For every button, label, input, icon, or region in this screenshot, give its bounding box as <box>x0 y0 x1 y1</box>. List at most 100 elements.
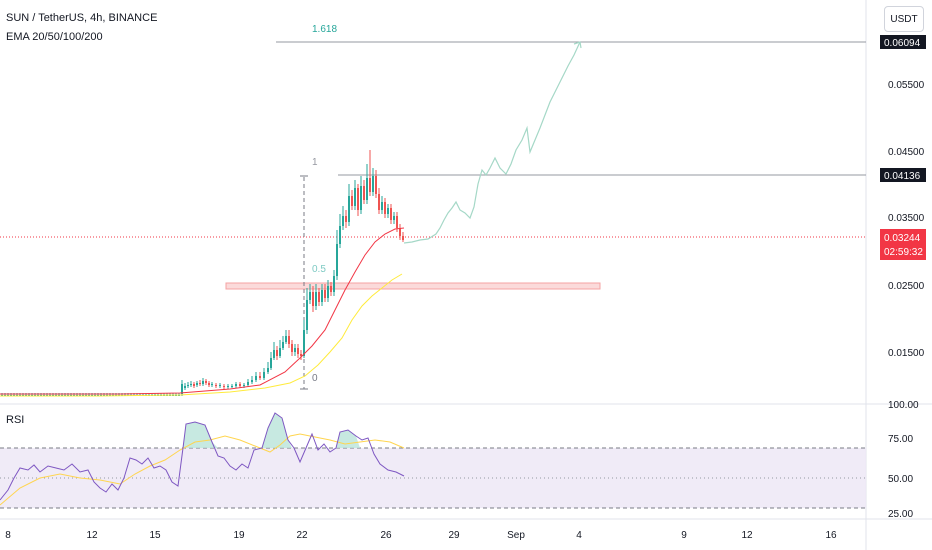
candle-body[interactable] <box>372 176 374 192</box>
ema-20-line[interactable] <box>0 227 405 395</box>
candle-body[interactable] <box>259 376 261 378</box>
candle-body[interactable] <box>363 186 365 200</box>
candle-body[interactable] <box>387 208 389 214</box>
resistance-level-tag-text: 0.04136 <box>884 171 921 182</box>
candle-body[interactable] <box>384 202 386 214</box>
candle-body[interactable] <box>181 384 183 394</box>
candle-body[interactable] <box>184 386 186 388</box>
candle-body[interactable] <box>263 372 265 378</box>
candle-body[interactable] <box>297 348 299 354</box>
time-tick: 15 <box>149 530 161 541</box>
price-tick: 0.04500 <box>888 147 925 158</box>
candle-body[interactable] <box>270 358 272 368</box>
candle-body[interactable] <box>366 178 368 200</box>
candle-body[interactable] <box>360 186 362 210</box>
last-price-tag-text: 0.03244 <box>884 233 921 244</box>
candle-body[interactable] <box>199 383 201 384</box>
candle-body[interactable] <box>333 276 335 292</box>
candle-body[interactable] <box>294 348 296 352</box>
candle-body[interactable] <box>324 290 326 298</box>
candle-body[interactable] <box>318 292 320 302</box>
candle-body[interactable] <box>339 226 341 244</box>
candle-body[interactable] <box>351 196 353 206</box>
time-tick: 12 <box>86 530 98 541</box>
rsi-overbought-fill-1 <box>183 422 218 448</box>
symbol-legend[interactable]: SUN / TetherUS, 4h, BINANCE <box>6 12 158 24</box>
candle-body[interactable] <box>345 216 347 222</box>
time-tick: 4 <box>576 530 582 541</box>
candle-body[interactable] <box>321 290 323 302</box>
candlestick-series[interactable] <box>1 150 404 396</box>
candle-body[interactable] <box>215 385 217 386</box>
candle-body[interactable] <box>309 292 311 300</box>
candle-body[interactable] <box>205 381 207 383</box>
candle-body[interactable] <box>285 336 287 342</box>
candle-body[interactable] <box>396 216 398 228</box>
candle-body[interactable] <box>251 380 253 382</box>
projection-arrow-head <box>573 41 582 49</box>
candle-body[interactable] <box>399 228 401 236</box>
candle-body[interactable] <box>273 350 275 358</box>
resistance-level-tag <box>880 168 926 182</box>
candle-body[interactable] <box>247 382 249 385</box>
candle-body[interactable] <box>315 292 317 306</box>
candle-body[interactable] <box>348 196 350 222</box>
candle-body[interactable] <box>235 384 237 386</box>
candle-body[interactable] <box>354 188 356 206</box>
price-tick: 0.01500 <box>888 348 925 359</box>
candle-body[interactable] <box>378 194 380 210</box>
candle-body[interactable] <box>267 368 269 372</box>
candle-body[interactable] <box>390 208 392 220</box>
target-level-tag-text: 0.06094 <box>884 38 921 49</box>
rsi-line[interactable] <box>0 412 405 501</box>
projection-path[interactable] <box>403 41 581 244</box>
candle-body[interactable] <box>288 336 290 344</box>
candle-body[interactable] <box>255 376 257 380</box>
candle-body[interactable] <box>357 188 359 210</box>
currency-selector-button[interactable]: USDT <box>884 6 924 32</box>
rsi-axis[interactable]: 100.00 75.00 50.00 25.00 <box>888 400 919 520</box>
ema-50-line[interactable] <box>0 273 403 397</box>
candle-body[interactable] <box>291 344 293 352</box>
candle-body[interactable] <box>336 244 338 276</box>
candle-body[interactable] <box>300 354 302 356</box>
candle-body[interactable] <box>239 384 241 386</box>
rsi-ma-line[interactable] <box>0 433 405 506</box>
candle-body[interactable] <box>327 286 329 298</box>
candle-body[interactable] <box>369 178 371 192</box>
candle-body[interactable] <box>227 386 229 387</box>
candle-body[interactable] <box>243 385 245 386</box>
rsi-legend[interactable]: RSI <box>6 414 25 426</box>
price-axis[interactable]: 0.05500 0.04500 0.03500 0.02500 0.01500 <box>888 80 925 359</box>
candle-body[interactable] <box>202 381 204 384</box>
candle-body[interactable] <box>187 385 189 386</box>
indicator-legend[interactable]: EMA 20/50/100/200 <box>6 31 103 43</box>
support-zone-rectangle[interactable] <box>225 282 601 290</box>
candle-body[interactable] <box>211 384 213 385</box>
time-axis[interactable]: 8 12 15 19 22 26 29 Sep 4 9 12 16 <box>5 530 837 541</box>
candle-body[interactable] <box>312 292 314 306</box>
rsi-overbought-fill-2 <box>262 413 292 448</box>
candle-body[interactable] <box>190 384 192 385</box>
candle-body[interactable] <box>381 202 383 210</box>
price-tick: 0.02500 <box>888 281 925 292</box>
candle-body[interactable] <box>279 348 281 356</box>
rsi-tick: 50.00 <box>888 474 913 485</box>
candle-body[interactable] <box>196 383 198 385</box>
candle-body[interactable] <box>402 236 404 240</box>
candle-body[interactable] <box>208 383 210 385</box>
candle-body[interactable] <box>306 300 308 330</box>
time-tick: 12 <box>741 530 753 541</box>
candle-body[interactable] <box>303 330 305 356</box>
candle-body[interactable] <box>193 384 195 386</box>
candle-body[interactable] <box>223 386 225 387</box>
candle-body[interactable] <box>282 342 284 348</box>
candle-body[interactable] <box>330 286 332 292</box>
candle-body[interactable] <box>393 216 395 220</box>
candle-body[interactable] <box>219 385 221 386</box>
candle-body[interactable] <box>375 176 377 194</box>
candle-body[interactable] <box>231 386 233 387</box>
candle-body[interactable] <box>342 216 344 226</box>
candle-body[interactable] <box>276 350 278 356</box>
